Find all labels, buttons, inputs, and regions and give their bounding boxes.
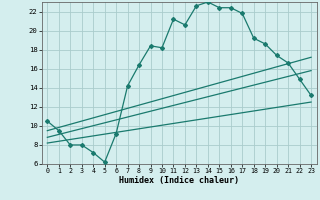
X-axis label: Humidex (Indice chaleur): Humidex (Indice chaleur): [119, 176, 239, 185]
